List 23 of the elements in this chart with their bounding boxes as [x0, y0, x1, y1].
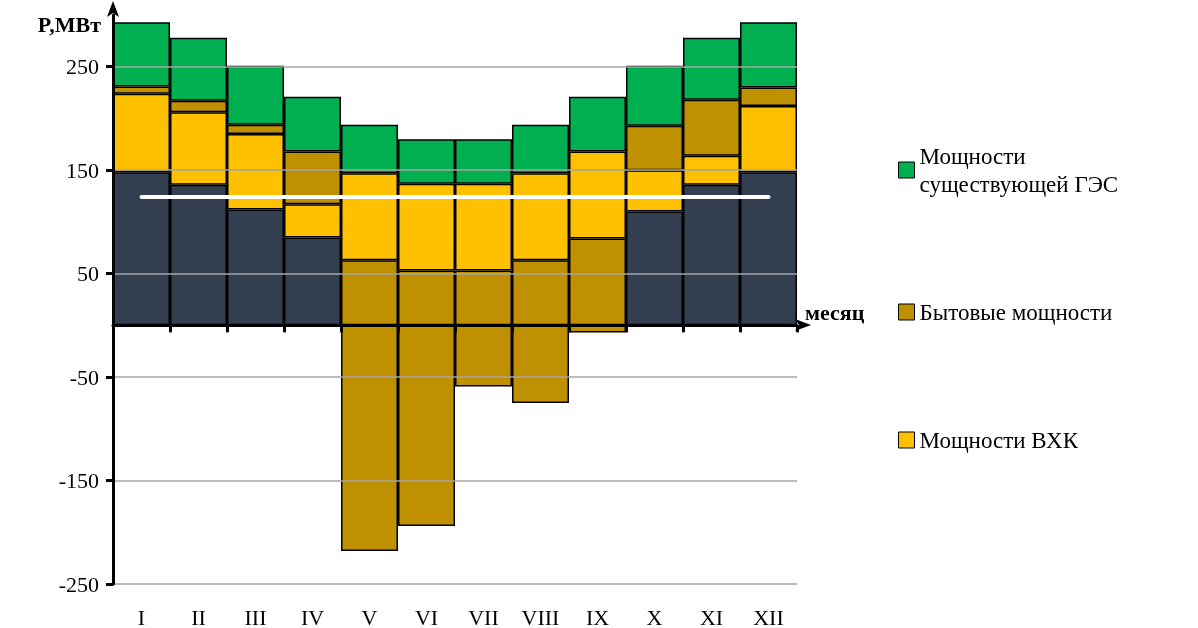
x-tick-label: X: [646, 604, 663, 628]
x-tick-label: IV: [300, 604, 325, 628]
y-axis-title: P,МВт: [37, 11, 102, 37]
legend-label: Мощности ВХК: [919, 427, 1079, 453]
y-tick-label: -50: [69, 364, 99, 390]
x-axis-title: месяц: [805, 299, 865, 325]
y-tick-label: -150: [58, 468, 99, 494]
x-tick-label: VI: [414, 604, 439, 628]
x-tick-label: XI: [699, 604, 724, 628]
x-tick-label: I: [137, 604, 146, 628]
x-tick-label: II: [191, 604, 206, 628]
x-tick-label: XII: [753, 604, 784, 628]
legend-label: Бытовые мощности: [919, 299, 1113, 325]
y-tick-label: 150: [66, 157, 99, 183]
x-tick-label: VIII: [521, 604, 560, 628]
y-tick-label: 250: [66, 54, 99, 80]
x-tick-label: V: [361, 604, 378, 628]
x-tick-label: IX: [585, 604, 610, 628]
x-tick-label: VII: [468, 604, 499, 628]
x-tick-label: III: [244, 604, 267, 628]
legend-label: Мощности существующей ГЭС: [919, 143, 1119, 197]
y-tick-label: -250: [58, 571, 99, 597]
y-tick-label: 50: [77, 261, 99, 287]
